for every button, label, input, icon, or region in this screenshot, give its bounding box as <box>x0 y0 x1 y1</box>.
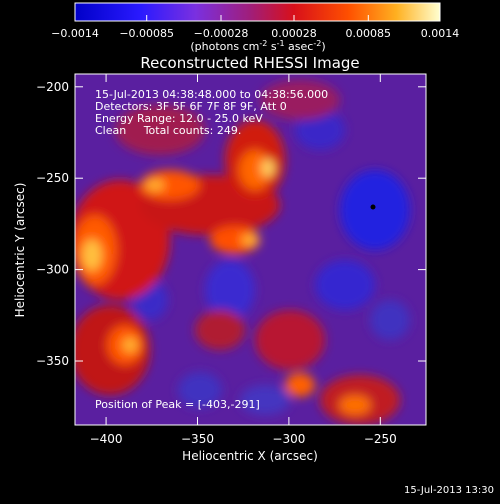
y-axis-ticks: −200 −250 −300 −350 <box>36 80 426 368</box>
y-tick-label: −300 <box>36 263 69 277</box>
colorbar <box>74 2 441 22</box>
y-tick-label: −200 <box>36 80 69 94</box>
x-tick-label: −400 <box>90 432 123 446</box>
colorbar-tick-label: 0.0014 <box>421 27 460 40</box>
annotation-time: 15-Jul-2013 04:38:48.000 to 04:38:56.000 <box>95 88 329 101</box>
plot-frame <box>74 73 427 426</box>
chart-title: Reconstructed RHESSI Image <box>140 54 359 72</box>
y-tick-label: −250 <box>36 171 69 185</box>
annotation-clean: Clean Total counts: 249. <box>95 124 242 137</box>
annotation-peak: Position of Peak = [-403,-291] <box>95 398 260 411</box>
colorbar-tick-label: 0.00085 <box>346 27 392 40</box>
colorbar-tick-label: −0.00085 <box>119 27 174 40</box>
peak-marker <box>370 204 376 210</box>
colorbar-ticks: −0.0014 −0.00085 −0.00028 0.00028 0.00085 0.0… <box>51 15 459 40</box>
x-tick-label: −250 <box>364 432 397 446</box>
heatmap-image <box>75 74 426 425</box>
x-tick-label: −300 <box>272 432 305 446</box>
x-axis-ticks: −400 −350 −300 −250 <box>90 74 397 446</box>
x-tick-label: −350 <box>181 432 214 446</box>
colorbar-units: (photons cm-2 s-1 asec-2) <box>190 39 325 53</box>
y-tick-label: −350 <box>36 354 69 368</box>
footer-timestamp: 15-Jul-2013 13:30 <box>403 485 494 496</box>
annotation-energy: Energy Range: 12.0 - 25.0 keV <box>95 112 263 125</box>
y-axis-label: Heliocentric Y (arcsec) <box>13 183 27 318</box>
colorbar-tick-label: −0.00028 <box>194 27 249 40</box>
colorbar-tick-label: −0.0014 <box>51 27 99 40</box>
colorbar-tick-label: 0.00028 <box>271 27 317 40</box>
annotation-detectors: Detectors: 3F 5F 6F 7F 8F 9F, Att 0 <box>95 100 287 113</box>
x-axis-label: Heliocentric X (arcsec) <box>182 449 318 463</box>
